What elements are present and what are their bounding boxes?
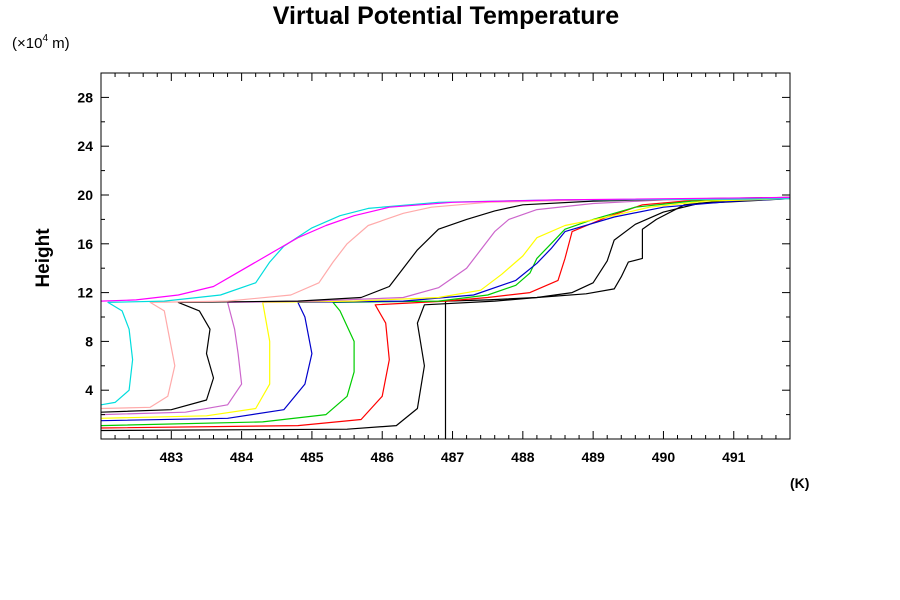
series-layer (101, 196, 790, 439)
y-tick-label: 24 (77, 138, 93, 154)
y-tick-label: 16 (77, 236, 93, 252)
chart-title: Virtual Potential Temperature (273, 2, 619, 30)
plot-frame (100, 72, 791, 440)
series-line-6 (101, 198, 790, 419)
y-axis-label: Height (33, 228, 54, 288)
series-line-11 (101, 196, 790, 302)
y-unit-prefix: (×10 (12, 35, 42, 52)
x-tick-label: 483 (160, 449, 184, 465)
series-line-10 (101, 198, 790, 406)
series-line-7 (101, 198, 790, 416)
x-tick-label: 489 (581, 449, 605, 465)
x-tick-label: 484 (230, 449, 254, 465)
y-unit-exponent: 4 (42, 33, 48, 44)
ticks-layer: 4 8 12 16 20 24 28 483 484 485 486 487 488 489 490 491 (77, 73, 791, 465)
y-unit-suffix: m) (48, 35, 70, 52)
x-tick-label: 491 (722, 449, 746, 465)
series-line-5 (101, 198, 790, 422)
series-line-2 (101, 198, 790, 432)
y-tick-label: 20 (77, 187, 93, 203)
series-line-3 (101, 198, 790, 429)
y-tick-label: 12 (77, 285, 93, 301)
x-tick-label: 485 (300, 449, 324, 465)
series-line-8 (101, 196, 790, 413)
x-unit-label: (K) (790, 475, 809, 491)
series-line-1 (444, 198, 790, 439)
x-tick-label: 487 (441, 449, 465, 465)
y-tick-label: 28 (77, 89, 93, 105)
y-unit-label: (×104 m) (12, 33, 70, 52)
x-tick-label: 490 (652, 449, 676, 465)
series-line-9 (101, 198, 790, 410)
y-tick-label: 4 (85, 382, 93, 398)
x-tick-label: 488 (511, 449, 535, 465)
x-tick-label: 486 (371, 449, 395, 465)
y-tick-label: 8 (85, 333, 93, 349)
